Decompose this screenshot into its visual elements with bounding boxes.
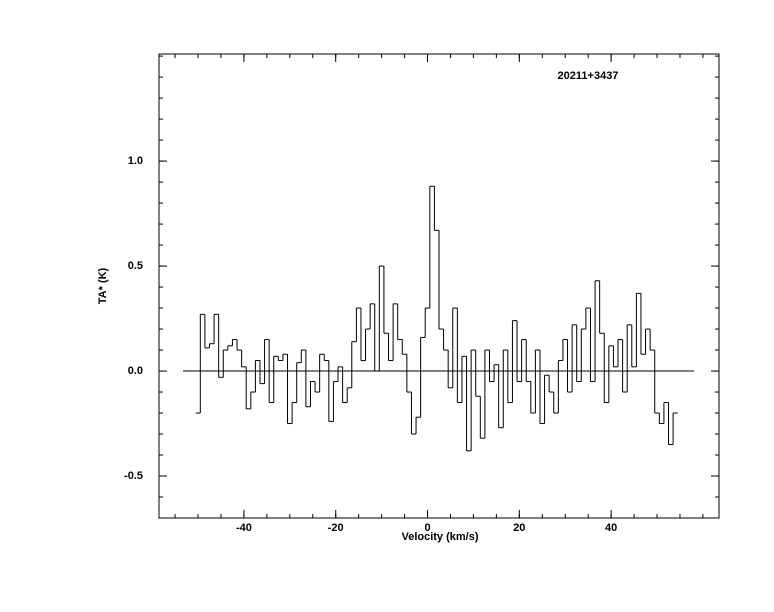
x-tick-label: 40 — [605, 522, 617, 534]
y-tick-label: 0.0 — [128, 365, 143, 377]
x-tick-label: -40 — [236, 522, 252, 534]
y-tick-label: -0.5 — [124, 470, 143, 482]
y-axis-label: TA* (K) — [97, 267, 109, 304]
x-axis-label: Velocity (km/s) — [401, 531, 478, 543]
step-risers — [199, 186, 674, 451]
chart-title: 20211+3437 — [558, 70, 619, 82]
y-tick-label: 0.5 — [128, 260, 143, 272]
x-tick-label: 0 — [424, 522, 430, 534]
plot-frame — [158, 53, 720, 519]
x-tick-label: 20 — [513, 522, 525, 534]
y-tick-label: 1.0 — [128, 155, 143, 167]
x-tick-label: -20 — [328, 522, 344, 534]
